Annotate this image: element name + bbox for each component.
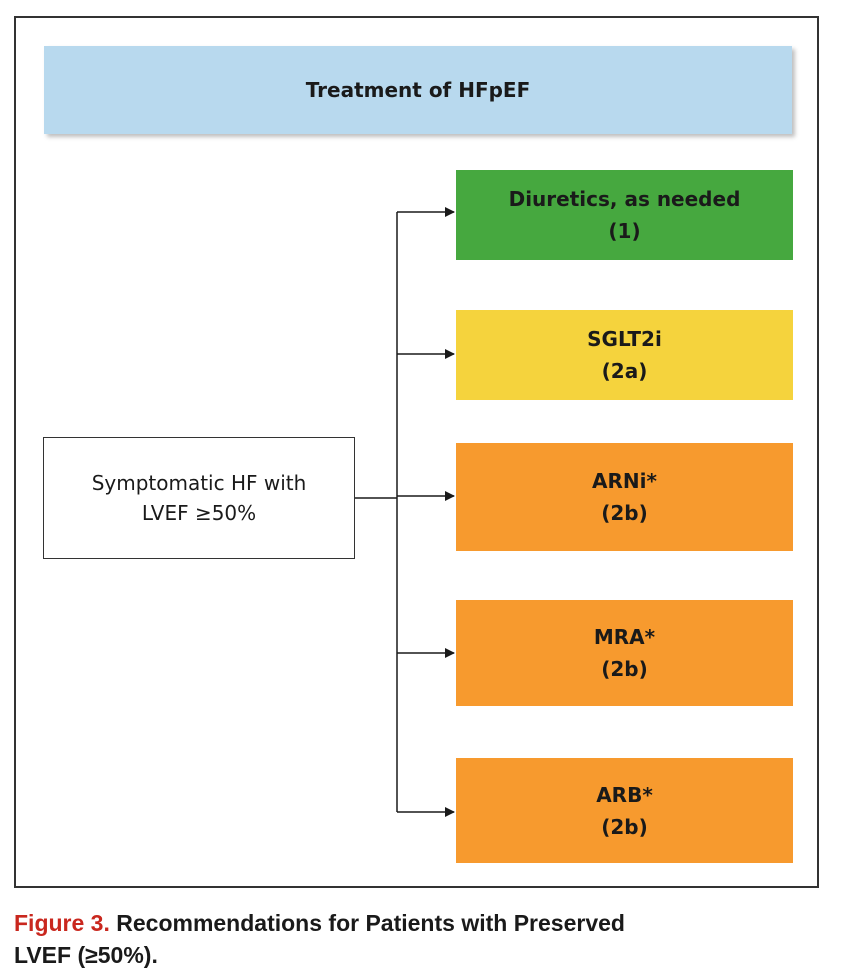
source-line-1: Symptomatic HF with [91,471,307,495]
figure-label: Figure 3. [14,910,110,936]
option-diuretics: Diuretics, as needed (1) [456,170,793,260]
option-name: SGLT2i [587,327,662,351]
option-class: (2b) [601,657,648,681]
option-name: MRA* [593,625,656,649]
source-line-2: LVEF ≥50% [141,501,257,525]
caption-text-line-1: Recommendations for Patients with Preser… [109,910,625,936]
option-arni: ARNi* (2b) [456,443,793,551]
option-class: (2b) [601,501,648,525]
option-class: (1) [608,219,641,243]
caption-text-line-2: LVEF (≥50%). [14,942,158,968]
option-name: ARNi* [592,469,657,493]
source-box: Symptomatic HF with LVEF ≥50% [43,437,355,559]
option-sglt2i: SGLT2i (2a) [456,310,793,400]
option-class: (2a) [601,359,648,383]
option-arb: ARB* (2b) [456,758,793,863]
option-name: ARB* [596,782,653,807]
diagram-title: Treatment of HFpEF [44,46,792,134]
option-name: Diuretics, as needed [508,187,741,211]
option-mra: MRA* (2b) [456,600,793,706]
option-class: (2b) [601,814,648,839]
figure-caption: Figure 3. Recommendations for Patients w… [14,907,814,971]
